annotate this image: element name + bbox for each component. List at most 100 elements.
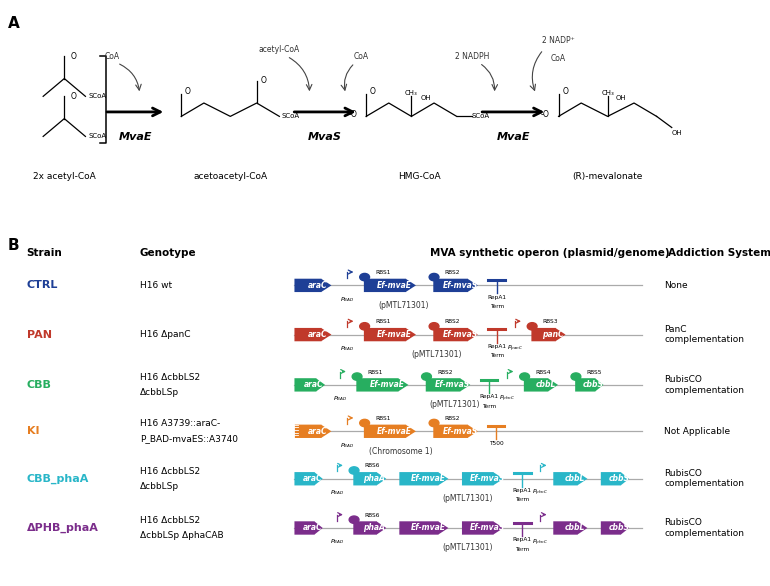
Text: RBS5: RBS5 [587,370,602,374]
Text: Ef-mvaE: Ef-mvaE [370,380,405,389]
Ellipse shape [422,373,431,380]
Text: RBS6: RBS6 [365,464,380,468]
Text: RBS1: RBS1 [375,270,390,275]
Text: ΔcbbLSp: ΔcbbLSp [139,388,179,397]
FancyArrow shape [364,425,416,438]
Text: RBS2: RBS2 [444,416,460,421]
Text: RBS2: RBS2 [444,319,460,324]
Text: O: O [185,87,191,96]
FancyArrow shape [294,378,325,391]
FancyArrow shape [554,472,588,485]
Text: H16 ΔpanC: H16 ΔpanC [139,330,190,339]
FancyArrow shape [294,328,331,341]
Text: RepA1: RepA1 [513,537,532,542]
Text: H16 wt: H16 wt [139,281,172,290]
Text: cbbS: cbbS [608,523,629,533]
Text: SCoA: SCoA [472,113,490,120]
Text: KI: KI [26,426,39,437]
Text: $P_{panC}$: $P_{panC}$ [507,344,523,354]
Text: Ef-mvaS: Ef-mvaS [443,330,478,339]
Text: RBS4: RBS4 [535,370,551,374]
Text: Term: Term [490,353,504,358]
Text: OH: OH [420,95,431,101]
Text: H16 ΔcbbLS2: H16 ΔcbbLS2 [139,466,200,475]
Text: RepA1: RepA1 [480,394,499,399]
Text: O: O [260,76,266,85]
Text: $P_{phoC}$: $P_{phoC}$ [532,488,549,498]
Text: B: B [8,238,19,253]
Text: RepA1: RepA1 [487,295,506,299]
Text: MvaS: MvaS [308,132,342,142]
FancyArrow shape [434,279,478,292]
Text: panC: panC [542,330,564,339]
Text: Term: Term [515,498,530,502]
Text: Ef-mvaE: Ef-mvaE [377,330,412,339]
Ellipse shape [349,467,359,474]
Text: CoA: CoA [551,54,566,63]
Text: (pMTL71301): (pMTL71301) [378,301,429,310]
Text: O: O [70,52,76,61]
Text: $P_{BAD}$: $P_{BAD}$ [330,537,344,546]
FancyArrow shape [601,472,629,485]
Text: Ef-mvaE: Ef-mvaE [377,281,412,290]
Text: Ef-mvaE: Ef-mvaE [377,427,412,436]
Text: RBS1: RBS1 [367,370,383,374]
Text: phaA: phaA [363,523,385,533]
Text: Term: Term [515,547,530,551]
Text: phaA: phaA [363,474,385,483]
Text: MvaE: MvaE [119,132,152,142]
Text: $P_{phoC}$: $P_{phoC}$ [532,537,549,547]
Text: Ef-mvaE: Ef-mvaE [411,523,447,533]
Text: Ef-mvaS: Ef-mvaS [443,427,478,436]
FancyArrow shape [294,279,331,292]
Text: ΔPHB_phaA: ΔPHB_phaA [26,523,99,533]
Text: -O: -O [541,110,550,118]
Text: $P_{BAD}$: $P_{BAD}$ [340,441,354,449]
Ellipse shape [360,274,370,281]
Text: P_BAD-mvaES::A3740: P_BAD-mvaES::A3740 [139,435,238,444]
Text: araC: araC [303,523,323,533]
Text: Genotype: Genotype [139,248,196,258]
FancyArrow shape [364,279,416,292]
Text: ΔcbbLSp ΔphaCAB: ΔcbbLSp ΔphaCAB [139,532,223,540]
Text: MvaE: MvaE [497,132,530,142]
Ellipse shape [571,373,581,380]
Text: cbbL: cbbL [565,474,585,483]
FancyArrow shape [294,522,323,534]
Text: A: A [8,16,19,31]
Text: RubisCO
complementation: RubisCO complementation [665,518,744,538]
Text: araC: araC [308,427,328,436]
Text: cbbS: cbbS [583,380,604,389]
FancyArrow shape [353,522,387,534]
Text: RBS3: RBS3 [543,319,558,324]
Text: None: None [665,281,688,290]
Text: CH₃: CH₃ [601,90,614,96]
Ellipse shape [352,373,362,380]
Text: 2x acetyl-CoA: 2x acetyl-CoA [33,172,95,181]
Text: Ef-mvaS: Ef-mvaS [443,281,478,290]
Text: araC: araC [308,281,328,290]
Text: PanC
complementation: PanC complementation [665,325,744,345]
Text: CTRL: CTRL [26,280,58,291]
Text: (pMTL71301): (pMTL71301) [430,400,480,409]
Text: Ef-mvaS: Ef-mvaS [435,380,470,389]
Text: H16 ΔcbbLS2: H16 ΔcbbLS2 [139,373,200,381]
Text: SCoA: SCoA [282,113,300,120]
FancyArrow shape [462,472,504,485]
Text: Ef-mvaE: Ef-mvaE [411,474,447,483]
Text: Strain: Strain [26,248,62,258]
Text: ΔcbbLSp: ΔcbbLSp [139,482,179,491]
FancyArrow shape [434,425,478,438]
Text: Term: Term [482,404,496,408]
Text: H16 ΔcbbLS2: H16 ΔcbbLS2 [139,516,200,524]
FancyArrow shape [531,328,565,341]
Text: (pMTL71301): (pMTL71301) [411,350,462,359]
Text: -O: -O [348,110,357,118]
Ellipse shape [429,323,439,330]
Ellipse shape [527,323,537,330]
Text: OH: OH [671,130,682,136]
Text: HMG-CoA: HMG-CoA [397,172,440,181]
FancyArrow shape [462,522,504,534]
Text: (R)-mevalonate: (R)-mevalonate [572,172,643,181]
Text: SCoA: SCoA [89,93,106,100]
